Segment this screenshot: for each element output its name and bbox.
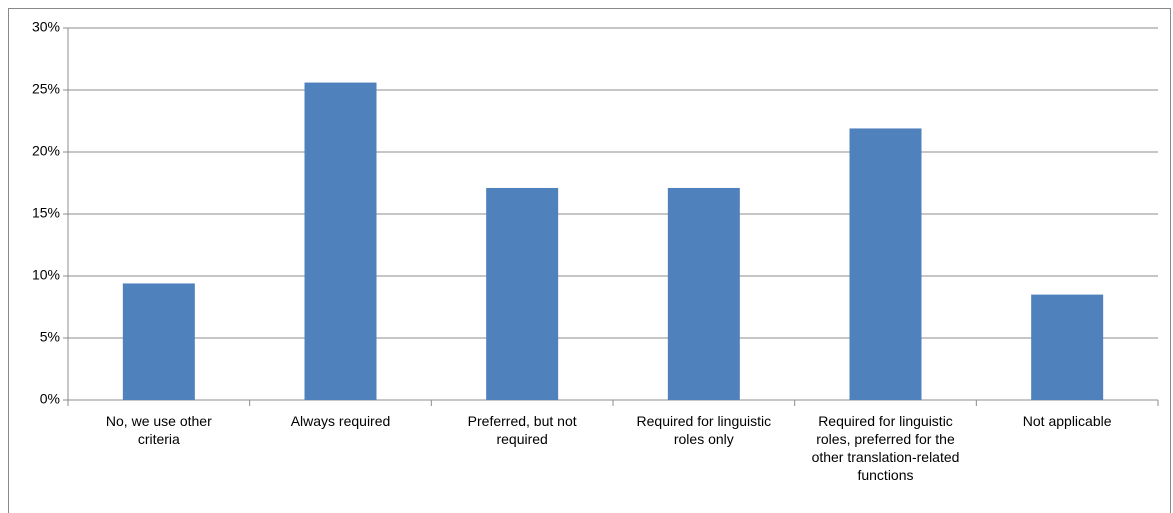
y-tick-label: 10%: [32, 267, 60, 283]
x-tick-label: Always required: [290, 413, 391, 429]
y-tick-label: 15%: [32, 205, 60, 221]
y-tick-label: 5%: [40, 329, 60, 345]
x-tick-label: Required for linguistic roles only: [636, 413, 772, 447]
chart-border: [8, 8, 1171, 513]
y-tick-label: 30%: [32, 19, 60, 35]
bar: [304, 82, 377, 400]
bar: [122, 283, 195, 400]
x-tick-label: No, we use other criteria: [105, 413, 212, 447]
bar: [486, 187, 559, 400]
bar: [667, 187, 740, 400]
y-tick-label: 0%: [40, 391, 60, 407]
x-tick-label: Preferred, but not required: [467, 413, 577, 447]
bar: [849, 128, 922, 400]
y-tick-label: 20%: [32, 143, 60, 159]
x-tick-label: Required for linguistic roles, preferred…: [811, 413, 960, 483]
bar: [1031, 294, 1104, 400]
x-tick-label: Not applicable: [1022, 413, 1112, 429]
y-tick-label: 25%: [32, 81, 60, 97]
